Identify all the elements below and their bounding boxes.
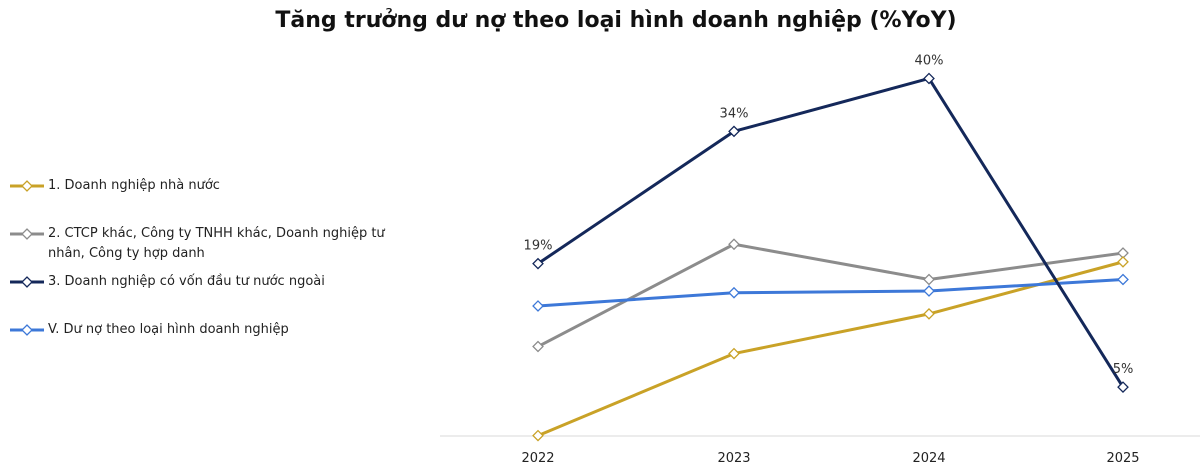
- legend-label: 2. CTCP khác, Công ty TNHH khác, Doanh n…: [48, 226, 385, 261]
- legend-swatch-icon: [8, 224, 48, 244]
- data-point: [923, 273, 935, 286]
- legend-item: V. Dư nợ theo loại hình doanh nghiệp: [8, 320, 420, 340]
- data-point: [1117, 247, 1129, 259]
- data-label: 19%: [524, 239, 553, 254]
- data-point: [532, 257, 544, 270]
- series-3: [532, 72, 1129, 393]
- series-line: [537, 260, 1124, 437]
- data-point: [728, 238, 740, 251]
- x-tick-label: 2025: [1106, 451, 1139, 466]
- series-4: [532, 273, 1129, 312]
- data-point: [1117, 256, 1129, 268]
- data-point: [728, 347, 740, 360]
- series-1: [532, 256, 1129, 442]
- chart-title: Tăng trưởng dư nợ theo loại hình doanh n…: [275, 8, 957, 33]
- series-line: [537, 242, 1124, 348]
- legend-label: V. Dư nợ theo loại hình doanh nghiệp: [48, 322, 289, 337]
- legend-swatch-icon: [8, 272, 48, 292]
- data-point: [532, 429, 544, 442]
- data-point: [728, 286, 740, 299]
- series-line: [537, 278, 1124, 308]
- data-point: [1117, 381, 1129, 393]
- data-label: 40%: [915, 53, 944, 68]
- data-label: 34%: [720, 106, 749, 121]
- legend-item: 3. Doanh nghiệp có vốn đầu tư nước ngoài: [8, 272, 420, 292]
- legend-item: 2. CTCP khác, Công ty TNHH khác, Doanh n…: [8, 224, 420, 264]
- series-line: [537, 76, 1125, 388]
- data-point: [923, 285, 935, 297]
- data-point: [923, 308, 935, 320]
- legend-label: 1. Doanh nghiệp nhà nước: [48, 178, 220, 193]
- series-2: [532, 238, 1129, 353]
- x-tick-label: 2022: [521, 451, 554, 466]
- data-point: [532, 300, 544, 312]
- data-label: 5%: [1113, 362, 1134, 377]
- legend-swatch-icon: [8, 176, 48, 196]
- data-point: [923, 72, 935, 85]
- x-tick-label: 2024: [912, 451, 945, 466]
- data-point: [728, 125, 740, 138]
- x-tick-label: 2023: [717, 451, 750, 466]
- data-point: [532, 340, 544, 353]
- legend-swatch-icon: [8, 320, 48, 340]
- data-point: [1117, 273, 1129, 286]
- legend-item: 1. Doanh nghiệp nhà nước: [8, 176, 420, 196]
- legend-label: 3. Doanh nghiệp có vốn đầu tư nước ngoài: [48, 274, 325, 289]
